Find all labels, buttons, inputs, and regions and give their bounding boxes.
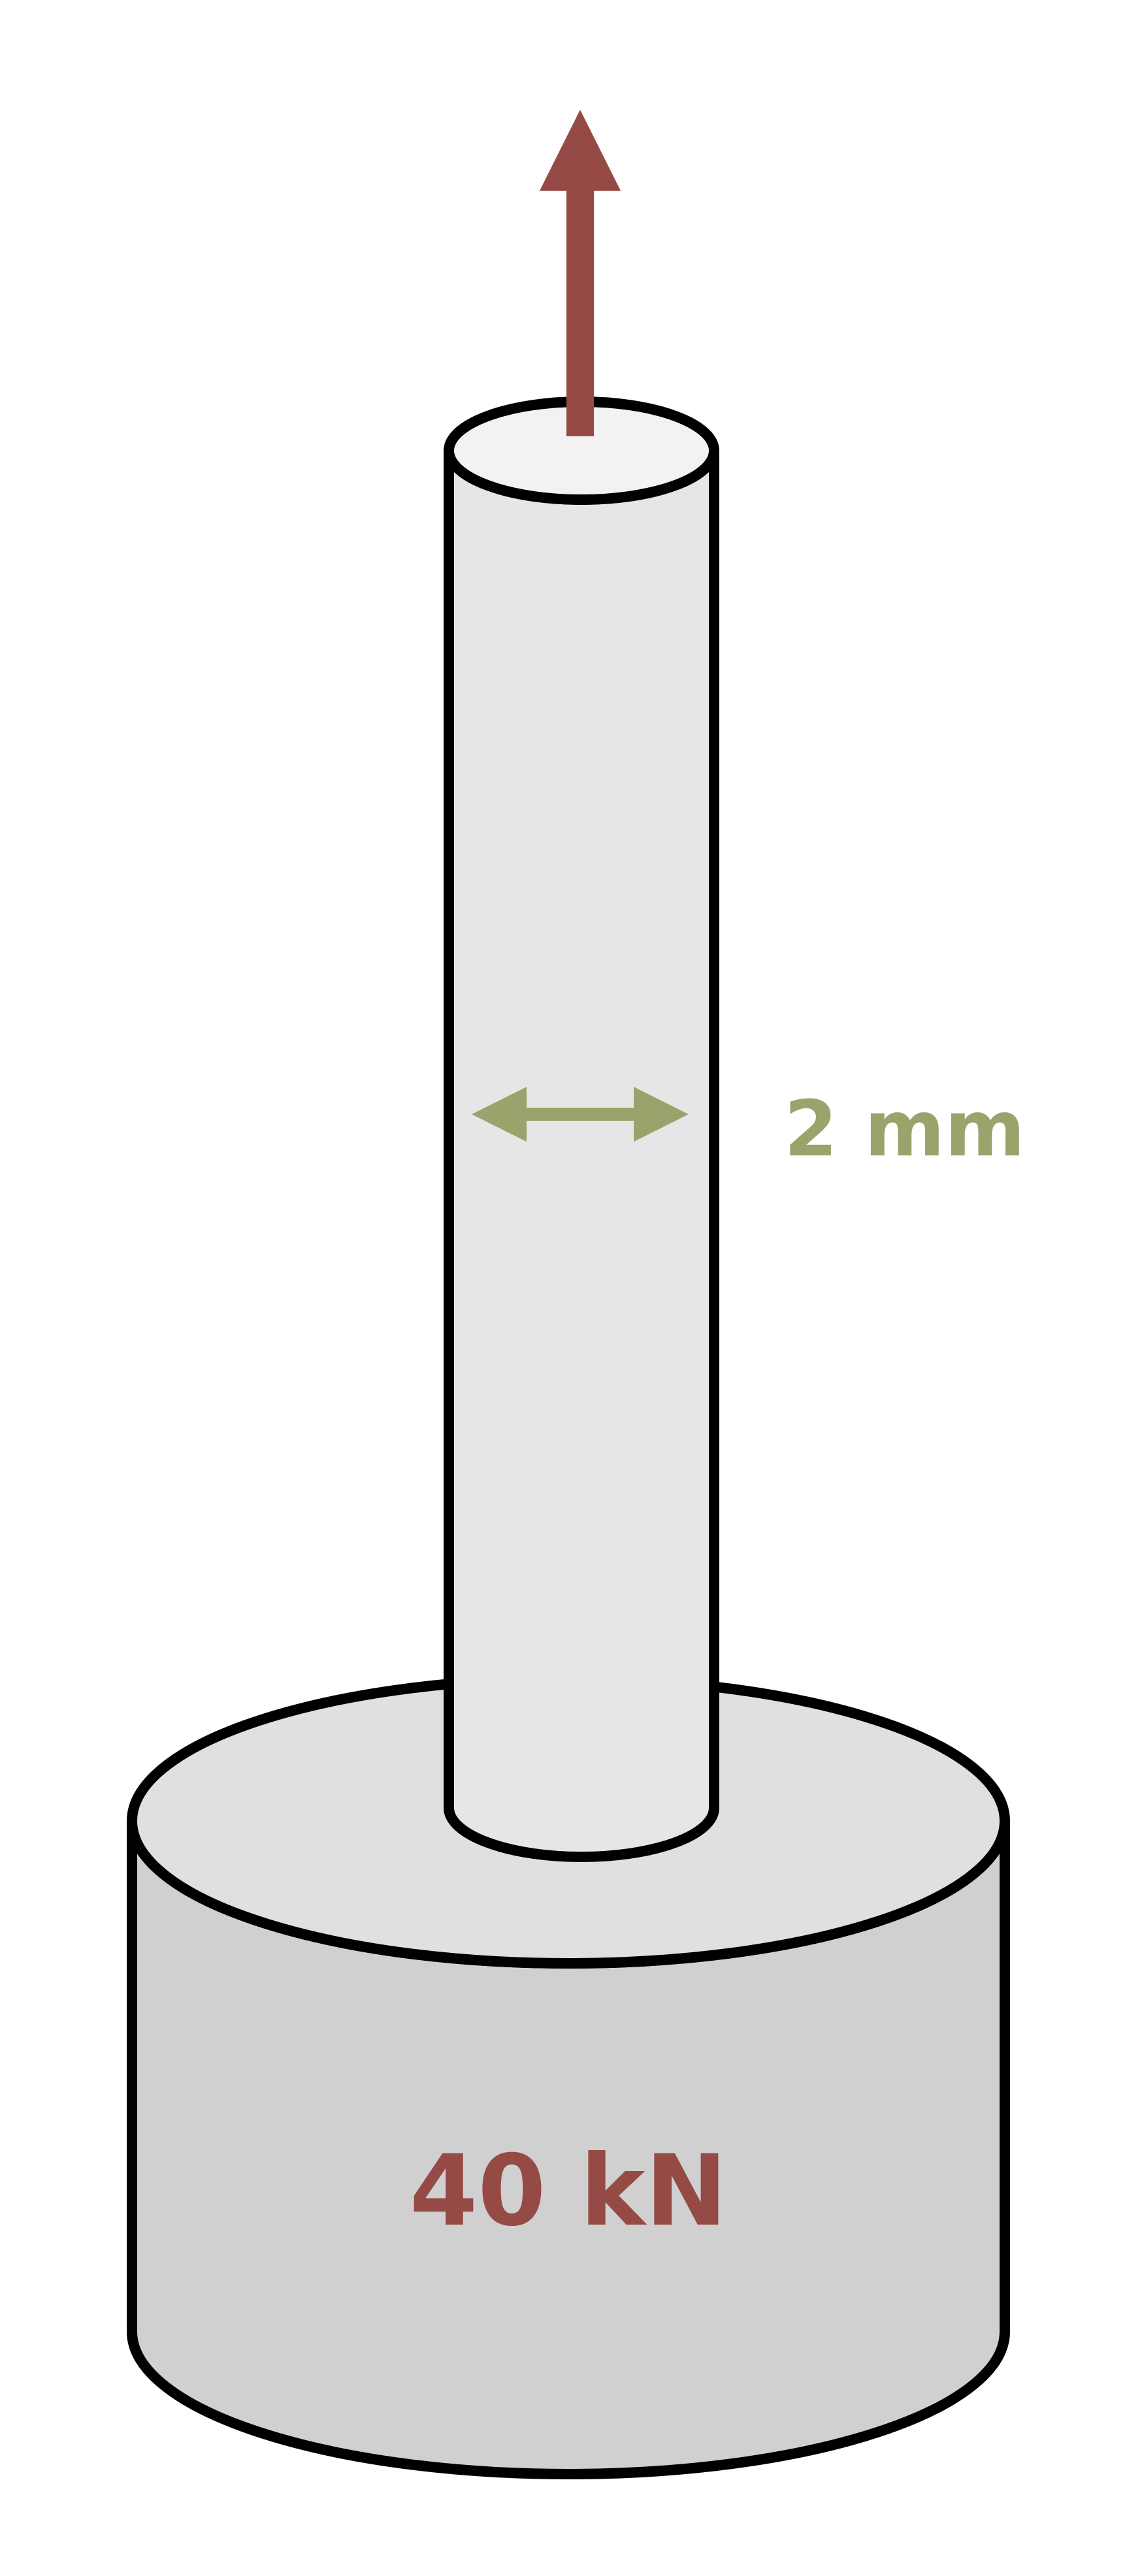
rod-body bbox=[444, 445, 719, 1862]
rod-cylinder bbox=[444, 396, 719, 1862]
diameter-label: 2 mm bbox=[784, 1084, 1025, 1174]
arrow-up-icon bbox=[540, 110, 621, 436]
load-label: 40 kN bbox=[410, 2134, 727, 2248]
double-arrow-horizontal-icon bbox=[472, 1087, 689, 1142]
